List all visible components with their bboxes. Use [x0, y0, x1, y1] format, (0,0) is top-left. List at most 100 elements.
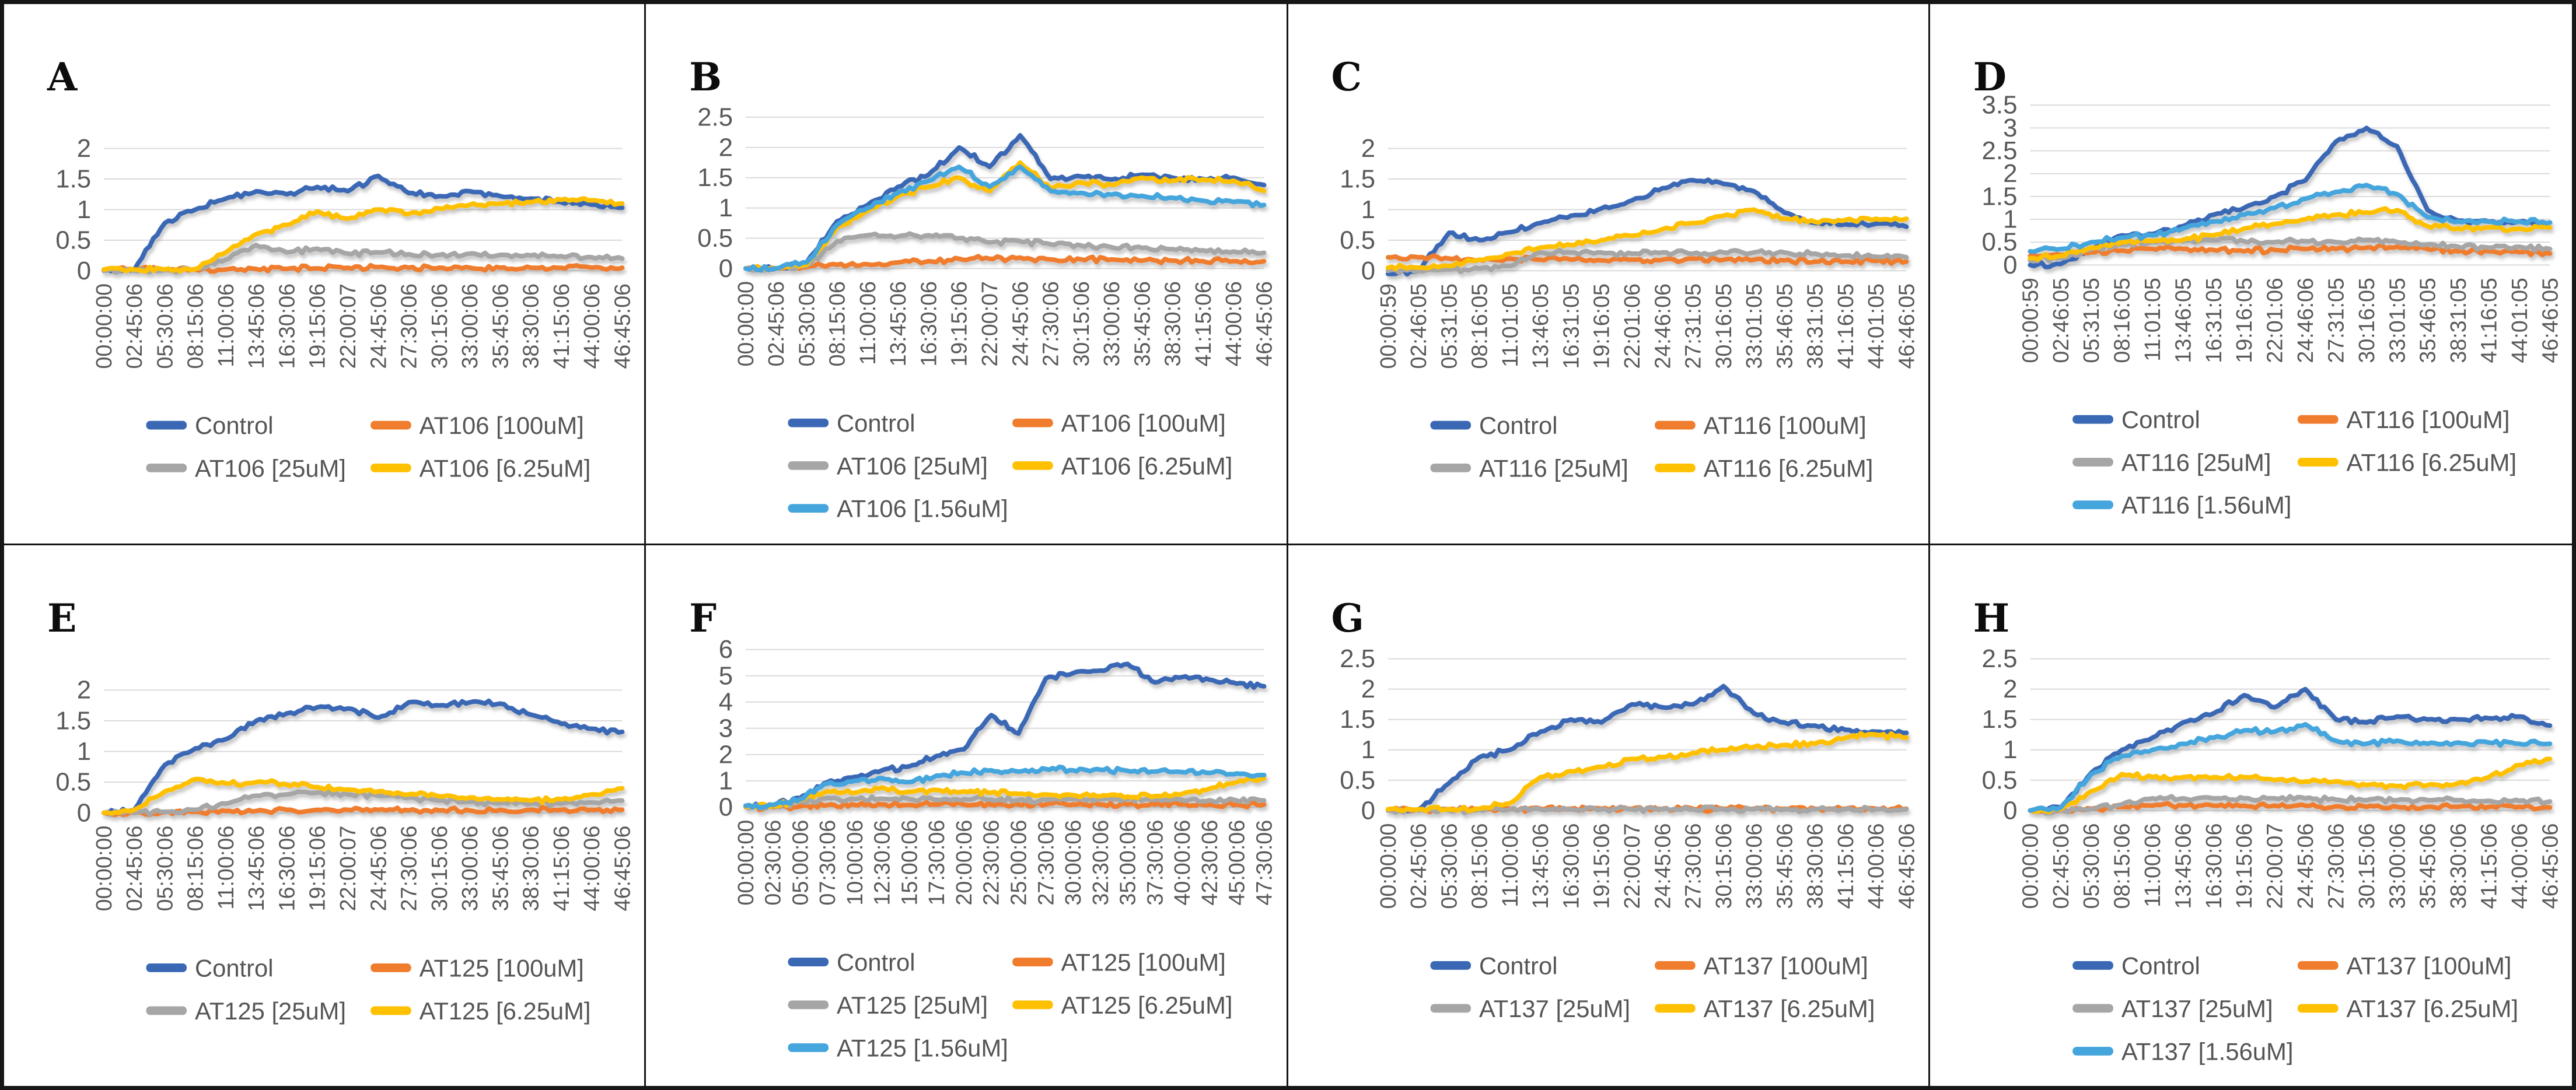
legend-label-at106-1-56um: AT106 [1.56uM]	[837, 495, 1008, 523]
x-tick-label: 27:30:06	[2324, 823, 2348, 909]
x-tick-label: 19:16:05	[2232, 278, 2256, 363]
x-tick-label: 19:15:06	[1589, 823, 1613, 909]
panel-label-g: G	[1331, 595, 1364, 641]
y-axis-tick-labels: 00.511.52	[1340, 134, 1375, 285]
y-tick-label: 1.5	[55, 706, 91, 735]
panel-d: D 0 0.5 1 1.5 2 2.5 3 3.5 00:00:59 02:46:05 05:31:…	[1930, 4, 2572, 545]
x-tick-label: 38:30:06	[1161, 281, 1185, 366]
y-tick-label: 0	[1361, 796, 1375, 825]
legend-swatch-control	[2072, 415, 2113, 424]
legend-label-control: Control	[2121, 406, 2200, 433]
chart-legend: Control AT125 [100uM] AT125 [25uM] AT125 [6…	[146, 954, 590, 1024]
legend-label-control: Control	[2121, 952, 2200, 979]
x-tick-label: 22:30:06	[979, 819, 1004, 905]
x-tick-label: 30:15:06	[427, 283, 452, 369]
legend-swatch-at106-25um	[788, 461, 829, 470]
x-tick-label: 24:45:06	[366, 825, 390, 911]
y-tick-label: 2.5	[1981, 644, 2017, 673]
gridlines	[2030, 104, 2550, 266]
x-tick-label: 05:30:06	[795, 281, 819, 366]
y-tick-label: 0	[2003, 796, 2017, 825]
legend-swatch-at116-100um	[1654, 420, 1696, 430]
x-tick-label: 46:45:06	[2538, 823, 2563, 909]
legend-label-at116-1-56um: AT116 [1.56uM]	[2121, 492, 2292, 519]
series-line-at137-6-25um	[1385, 730, 1909, 813]
panel-label-a: A	[47, 54, 78, 100]
panel-c: C 0 0.5 1 1.5 2 00:00:59 02:46:05 05:31:05 08:16…	[1288, 4, 1930, 545]
panel-g: G 0 0.5 1 1.5 2 2.5 00:00:00 02:45:06 05:30:06 08…	[1288, 545, 1930, 1086]
x-tick-label: 35:46:05	[1772, 283, 1796, 369]
series-lines	[2028, 686, 2553, 815]
x-tick-label: 41:15:06	[549, 283, 574, 369]
y-axis-tick-labels: 00.511.52	[55, 134, 91, 285]
x-tick-label: 38:31:05	[1802, 283, 1827, 369]
x-tick-label: 22:00:07	[2263, 823, 2287, 909]
series-line-control	[1385, 684, 1909, 814]
legend-label-at137-25um: AT137 [25uM]	[1479, 994, 1630, 1022]
x-tick-label: 46:45:06	[610, 283, 634, 369]
x-tick-label: 27:30:06	[397, 825, 421, 911]
legend-swatch-at137-6-25um	[2297, 1003, 2339, 1012]
y-tick-label: 1.5	[1340, 705, 1375, 734]
x-tick-label: 08:15:06	[2110, 823, 2134, 909]
y-axis-tick-labels: 00.511.52	[55, 675, 91, 827]
x-tick-label: 08:15:06	[183, 825, 208, 911]
x-tick-label: 13:46:05	[2170, 278, 2195, 363]
legend-label-at125-25um: AT125 [25uM]	[195, 997, 346, 1024]
x-tick-label: 25:00:06	[1006, 819, 1031, 905]
x-tick-label: 44:00:06	[579, 283, 604, 369]
line-chart-at116-c: 0 0.511.52 00:00:59 02:46:05 05:31:05 08:16:0…	[1340, 134, 1918, 482]
y-tick-label: 3	[2003, 114, 2017, 142]
x-tick-label: 46:45:06	[1894, 823, 1918, 909]
legend-swatch-at125-25um	[146, 1005, 187, 1015]
panel-h: H 0 0.5 1 1.5 2 2.5 00:00:00 02:45:06 05:30:06 08…	[1930, 545, 2572, 1086]
x-tick-label: 35:45:06	[488, 825, 512, 911]
legend-swatch-control	[146, 963, 187, 972]
legend-label-at137-25um: AT137 [25uM]	[2121, 994, 2273, 1022]
x-tick-label: 16:30:06	[274, 283, 299, 369]
line-chart-at106-b: 00.511.522.500:00:00 02:45:06 05:30:06 08:1…	[698, 103, 1277, 523]
y-tick-label: 0.5	[1340, 226, 1375, 254]
legend-swatch-at137-100um	[1654, 961, 1696, 970]
legend-swatch-control	[788, 957, 829, 966]
legend-label-at137-6-25um: AT137 [6.25uM]	[2346, 994, 2518, 1022]
x-tick-label: 37:30:06	[1143, 819, 1168, 905]
legend-swatch-at106-25um	[146, 463, 187, 472]
y-tick-label: 2	[719, 133, 733, 162]
x-tick-label: 17:30:06	[924, 819, 949, 905]
y-tick-label: 0.5	[1981, 766, 2017, 794]
x-tick-label: 41:16:05	[1833, 283, 1857, 369]
line-chart-at137-h: 00.511.522.500:00:00 02:45:06 05:30:06 08:1…	[1981, 644, 2563, 1065]
x-tick-label: 08:16:05	[1467, 283, 1491, 369]
x-tick-label: 05:30:06	[152, 283, 177, 369]
y-tick-label: 1.5	[1340, 164, 1375, 193]
x-tick-label: 13:45:06	[244, 825, 268, 911]
x-tick-label: 13:46:05	[1528, 283, 1553, 369]
series-lines	[1385, 684, 1909, 815]
series-line-at137-1-56um	[2028, 721, 2553, 813]
chart-legend: Control AT106 [100uM] AT106 [25uM] AT106 [6…	[788, 409, 1233, 523]
legend-swatch-at125-25um	[788, 1000, 829, 1009]
y-tick-label: 0.5	[55, 767, 91, 796]
series-line-at125-6-25um	[101, 776, 625, 816]
x-tick-label: 27:30:06	[396, 283, 421, 369]
legend-swatch-at116-1-56um	[2072, 500, 2113, 510]
x-tick-label: 11:00:06	[214, 283, 238, 367]
x-tick-label: 45:00:06	[1225, 819, 1249, 905]
x-tick-label: 02:46:05	[2048, 278, 2072, 363]
legend-swatch-at125-100um	[371, 963, 411, 972]
x-tick-label: 08:15:06	[1467, 823, 1491, 909]
x-tick-label: 22:00:07	[335, 825, 360, 911]
legend-swatch-at125-6-25um	[1012, 1000, 1053, 1009]
x-tick-label: 00:00:59	[1375, 283, 1400, 369]
x-axis-tick-labels: 00:00:00 02:45:06 05:30:06 08:15:06 11:00:06…	[2018, 823, 2563, 909]
legend-label-control: Control	[837, 948, 915, 976]
legend-label-at137-6-25um: AT137 [6.25uM]	[1703, 994, 1875, 1022]
x-tick-label: 05:00:06	[788, 819, 813, 905]
series-lines	[743, 133, 1267, 273]
x-tick-label: 11:01:05	[2140, 278, 2165, 362]
x-axis-tick-labels: 00:00:00 02:45:06 05:30:06 08:15:06 11:00:06…	[92, 283, 635, 369]
panel-b: B 0 0.5 1 1.5 2 2.5 00:00:00 02:45:06 05:30:06 08…	[646, 4, 1288, 545]
